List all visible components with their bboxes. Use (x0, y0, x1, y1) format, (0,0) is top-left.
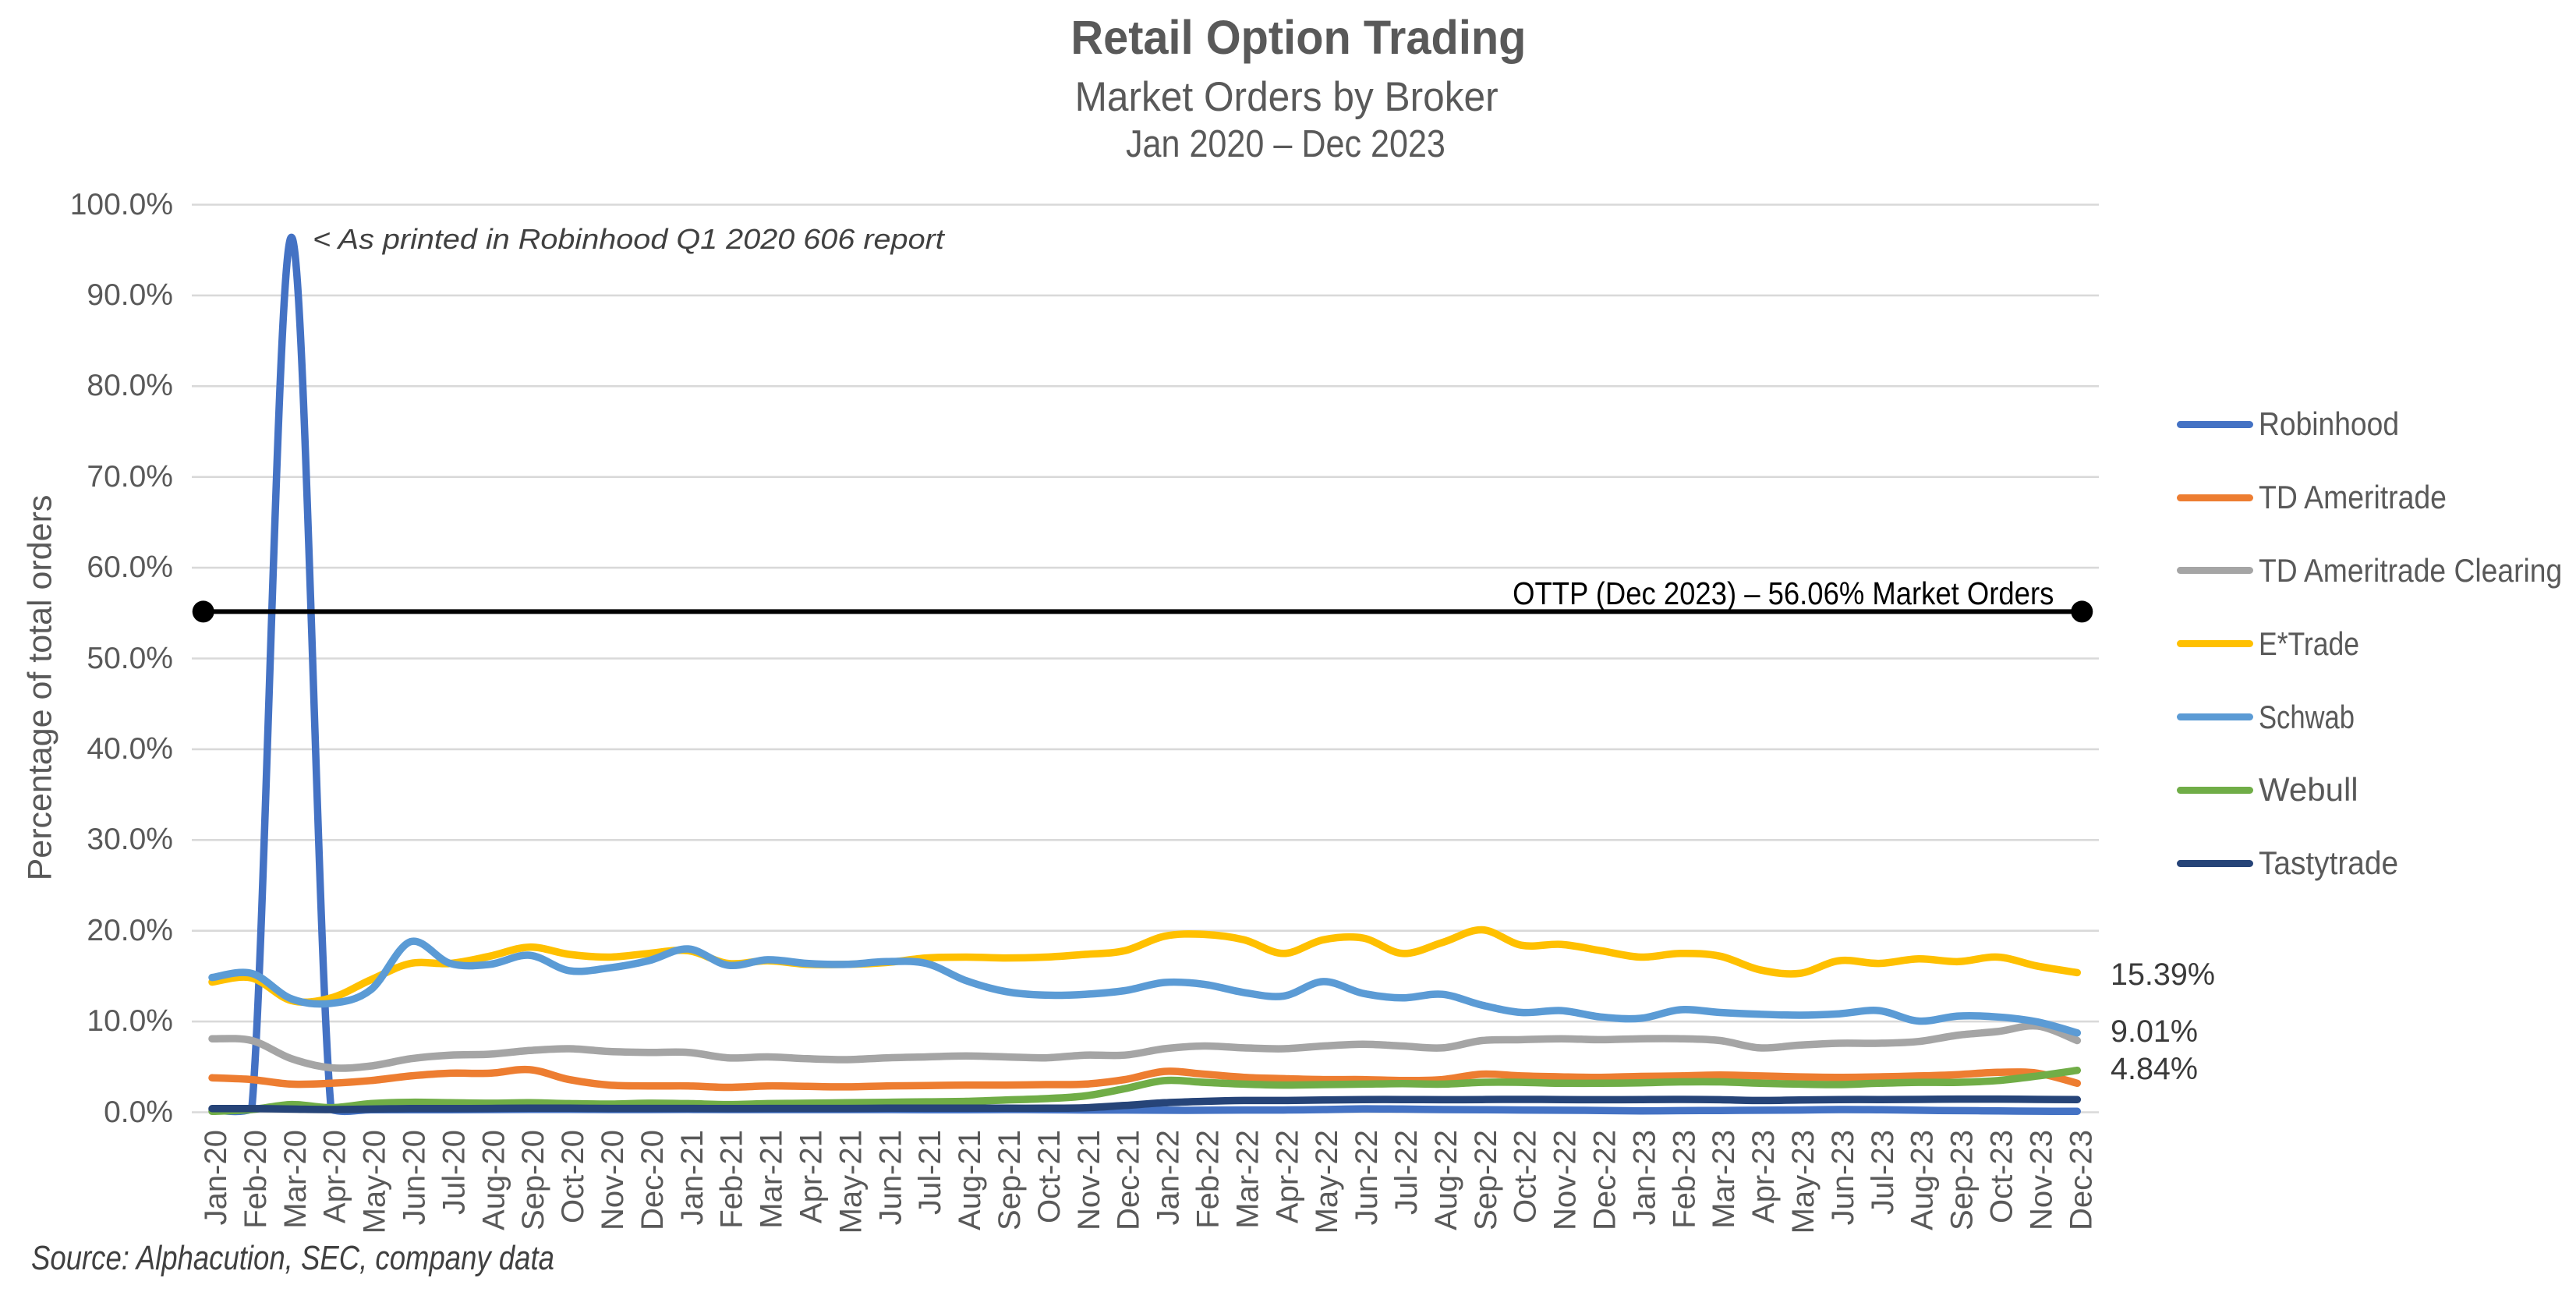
svg-text:Jun-22: Jun-22 (1350, 1130, 1384, 1225)
svg-text:Dec-21: Dec-21 (1112, 1130, 1146, 1230)
svg-text:Apr-22: Apr-22 (1270, 1130, 1304, 1223)
svg-text:May-21: May-21 (833, 1130, 868, 1234)
svg-text:Jan-20: Jan-20 (199, 1130, 233, 1225)
svg-text:Nov-22: Nov-22 (1548, 1130, 1583, 1230)
svg-text:Apr-21: Apr-21 (794, 1130, 829, 1223)
svg-text:May-22: May-22 (1310, 1130, 1344, 1234)
svg-text:Jul-20: Jul-20 (437, 1130, 471, 1215)
svg-text:Jun-21: Jun-21 (873, 1130, 908, 1225)
svg-text:Jul-22: Jul-22 (1389, 1130, 1424, 1215)
svg-text:Sep-23: Sep-23 (1945, 1130, 1980, 1230)
svg-text:Jan-22: Jan-22 (1152, 1130, 1186, 1225)
svg-text:Jan-21: Jan-21 (675, 1130, 709, 1225)
svg-text:Oct-21: Oct-21 (1032, 1130, 1067, 1223)
svg-text:Mar-23: Mar-23 (1707, 1130, 1741, 1229)
svg-text:May-23: May-23 (1786, 1130, 1821, 1234)
svg-text:Oct-20: Oct-20 (556, 1130, 590, 1223)
svg-text:Dec-22: Dec-22 (1588, 1130, 1622, 1230)
svg-text:Aug-20: Aug-20 (476, 1130, 511, 1230)
svg-text:Aug-21: Aug-21 (953, 1130, 987, 1230)
svg-text:May-20: May-20 (358, 1130, 392, 1234)
svg-text:Oct-22: Oct-22 (1509, 1130, 1543, 1223)
svg-text:Sep-20: Sep-20 (516, 1130, 550, 1230)
svg-text:Feb-21: Feb-21 (715, 1130, 749, 1229)
svg-text:Jul-23: Jul-23 (1866, 1130, 1900, 1215)
svg-text:Sep-22: Sep-22 (1469, 1130, 1503, 1230)
svg-text:Nov-21: Nov-21 (1072, 1130, 1106, 1230)
svg-text:Jun-23: Jun-23 (1826, 1130, 1860, 1225)
svg-text:Apr-23: Apr-23 (1746, 1130, 1781, 1223)
svg-text:Jan-23: Jan-23 (1627, 1130, 1661, 1225)
svg-text:Apr-20: Apr-20 (318, 1130, 352, 1223)
svg-text:Feb-23: Feb-23 (1667, 1130, 1701, 1229)
svg-text:Mar-21: Mar-21 (755, 1130, 789, 1229)
svg-text:Feb-22: Feb-22 (1191, 1130, 1226, 1229)
svg-text:Aug-22: Aug-22 (1429, 1130, 1463, 1230)
svg-text:Aug-23: Aug-23 (1905, 1130, 1940, 1230)
svg-text:Mar-22: Mar-22 (1230, 1130, 1265, 1229)
svg-text:Feb-20: Feb-20 (239, 1130, 273, 1229)
svg-text:Nov-20: Nov-20 (596, 1130, 630, 1230)
svg-text:Oct-23: Oct-23 (1985, 1130, 2019, 1223)
svg-text:Sep-21: Sep-21 (993, 1130, 1027, 1230)
svg-text:Jun-20: Jun-20 (398, 1130, 432, 1225)
svg-text:Jul-21: Jul-21 (913, 1130, 947, 1215)
svg-text:Nov-23: Nov-23 (2024, 1130, 2058, 1230)
svg-text:Dec-20: Dec-20 (635, 1130, 670, 1230)
svg-text:Mar-20: Mar-20 (278, 1130, 313, 1229)
svg-text:Dec-23: Dec-23 (2064, 1130, 2098, 1230)
